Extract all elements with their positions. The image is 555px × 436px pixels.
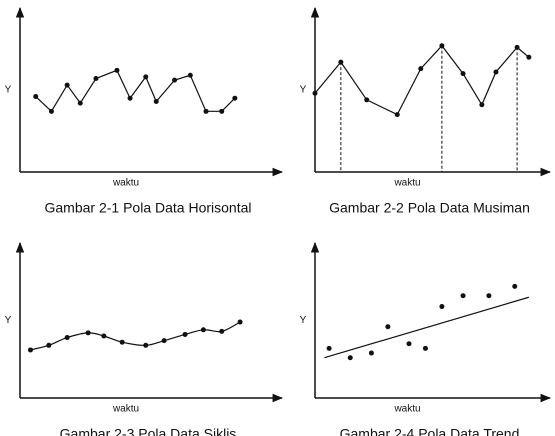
data-point: [514, 44, 520, 50]
data-point: [143, 342, 149, 348]
data-point: [93, 76, 99, 82]
data-point: [219, 328, 225, 334]
data-point: [200, 327, 206, 333]
data-point: [64, 335, 70, 341]
data-point: [172, 77, 178, 83]
data-point: [439, 43, 445, 49]
data-point: [406, 341, 412, 347]
data-point: [119, 339, 125, 345]
data-point: [237, 319, 243, 325]
data-point: [203, 108, 209, 114]
data-point: [153, 98, 159, 104]
data-point: [143, 74, 149, 80]
data-point: [232, 95, 238, 101]
data-point: [219, 108, 225, 114]
data-point: [364, 97, 370, 103]
data-point: [460, 71, 466, 77]
y-axis-label: Y: [300, 315, 307, 326]
data-line: [30, 321, 241, 351]
data-point: [394, 112, 400, 118]
data-line: [35, 69, 236, 113]
data-point: [85, 330, 91, 336]
data-point: [439, 304, 445, 310]
trend-line: [324, 296, 530, 359]
y-axis-label: Y: [5, 85, 12, 96]
caption: Gambar 2-3 Pola Data Siklis: [60, 426, 237, 436]
caption: Gambar 2-4 Pola Data Trend: [340, 426, 520, 436]
data-point: [161, 338, 167, 344]
data-point: [326, 345, 332, 351]
data-point: [127, 95, 133, 101]
data-point: [33, 94, 39, 100]
data-point: [27, 347, 33, 353]
x-axis-label: waktu: [112, 404, 139, 415]
data-point: [101, 333, 107, 339]
x-axis-label: waktu: [393, 404, 420, 415]
data-point: [46, 342, 52, 348]
data-point: [114, 67, 120, 73]
data-point: [77, 100, 83, 106]
data-point: [368, 350, 374, 356]
data-point: [187, 72, 193, 78]
data-point: [64, 82, 70, 88]
data-point: [418, 66, 424, 72]
data-point: [460, 293, 466, 299]
data-point: [526, 54, 532, 60]
data-point: [422, 345, 428, 351]
data-point: [48, 108, 54, 114]
data-point: [347, 355, 353, 361]
data-point: [338, 59, 344, 65]
data-point: [486, 293, 492, 299]
x-axis-label: waktu: [393, 178, 420, 189]
y-axis-label: Y: [5, 315, 12, 326]
caption: Gambar 2-1 Pola Data Horisontal: [45, 200, 252, 216]
data-point: [182, 331, 188, 337]
data-point: [479, 102, 485, 108]
caption: Gambar 2-2 Pola Data Musiman: [329, 200, 530, 216]
data-point: [312, 90, 318, 96]
data-point: [512, 283, 518, 289]
data-point: [385, 324, 391, 330]
data-point: [493, 69, 499, 75]
y-axis-label: Y: [300, 85, 307, 96]
x-axis-label: waktu: [112, 178, 139, 189]
data-line: [314, 44, 530, 116]
